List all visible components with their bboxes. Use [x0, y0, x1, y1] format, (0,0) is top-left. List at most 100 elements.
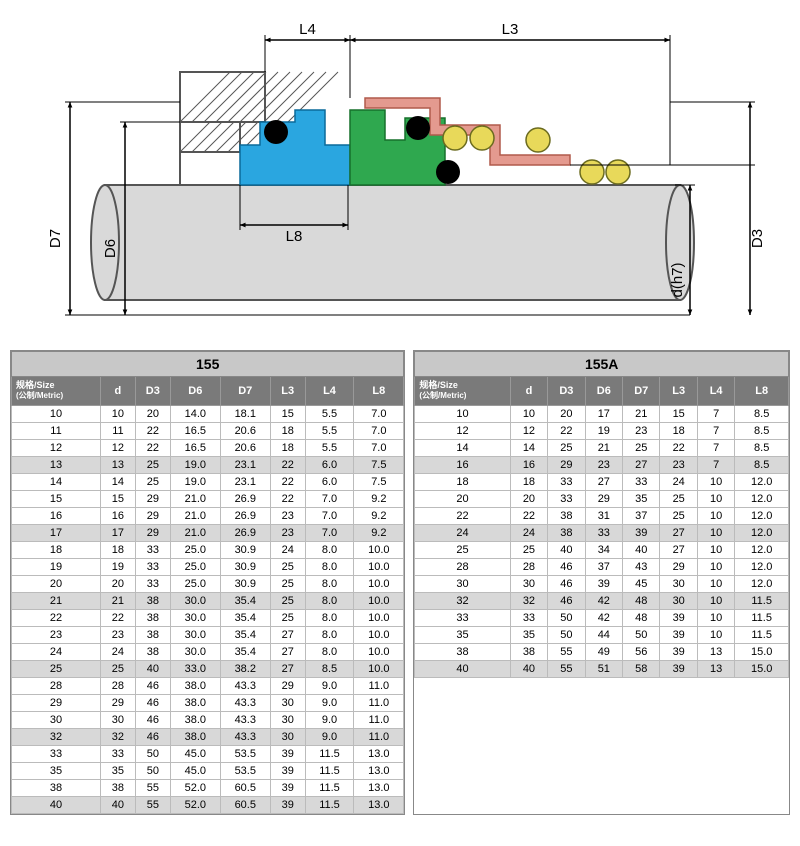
table-cell: 49 — [585, 643, 622, 660]
table-row: 23233830.035.4278.010.0 — [12, 626, 404, 643]
table-cell: 29 — [135, 507, 170, 524]
table-cell: 27 — [585, 473, 622, 490]
table-cell: 17 — [100, 524, 135, 541]
table-cell: 29 — [660, 558, 697, 575]
table-row: 3333504248391011.5 — [415, 609, 789, 626]
table-cell: 13 — [697, 643, 734, 660]
table-cell: 10 — [510, 405, 547, 422]
table-cell: 9.0 — [305, 694, 354, 711]
table-row: 35355045.053.53911.513.0 — [12, 762, 404, 779]
table-cell: 52.0 — [170, 779, 220, 796]
table-cell: 30 — [660, 592, 697, 609]
table-cell: 24 — [12, 643, 101, 660]
table-cell: 8.5 — [305, 660, 354, 677]
table-cell: 42 — [585, 592, 622, 609]
col-header: L3 — [660, 377, 697, 406]
table-cell: 31 — [585, 507, 622, 524]
table-cell: 32 — [12, 728, 101, 745]
table-cell: 45.0 — [170, 762, 220, 779]
table-cell: 60.5 — [220, 796, 270, 813]
table-cell: 30 — [270, 711, 305, 728]
table-row: 28284638.043.3299.011.0 — [12, 677, 404, 694]
table-cell: 9.2 — [354, 490, 404, 507]
table-cell: 9.2 — [354, 507, 404, 524]
table-row: 1818332733241012.0 — [415, 473, 789, 490]
col-header: L4 — [697, 377, 734, 406]
table-cell: 45 — [623, 575, 660, 592]
table-cell: 55 — [135, 796, 170, 813]
table-cell: 8.0 — [305, 609, 354, 626]
table-cell: 10.0 — [354, 643, 404, 660]
table-cell: 33 — [548, 473, 585, 490]
table-cell: 21.0 — [170, 490, 220, 507]
table-cell: 10 — [697, 473, 734, 490]
table-cell: 25 — [660, 490, 697, 507]
table-cell: 19 — [100, 558, 135, 575]
table-cell: 35 — [415, 626, 510, 643]
table-cell: 33 — [12, 745, 101, 762]
table-cell: 50 — [623, 626, 660, 643]
table-row: 3838554956391315.0 — [415, 643, 789, 660]
table-cell: 21.0 — [170, 524, 220, 541]
table-cell: 10 — [697, 490, 734, 507]
table-row: 4040555158391315.0 — [415, 660, 789, 677]
table-cell: 12 — [510, 422, 547, 439]
table-cell: 39 — [660, 609, 697, 626]
table-cell: 11.5 — [305, 779, 354, 796]
table-cell: 11.0 — [354, 711, 404, 728]
table-cell: 33 — [585, 524, 622, 541]
table-cell: 51 — [585, 660, 622, 677]
table-cell: 25 — [270, 609, 305, 626]
table-cell: 38.0 — [170, 677, 220, 694]
table-cell: 15 — [270, 405, 305, 422]
table-cell: 22 — [12, 609, 101, 626]
table-cell: 39 — [270, 779, 305, 796]
table-cell: 6.0 — [305, 456, 354, 473]
table-cell: 20 — [135, 405, 170, 422]
seal-cross-section-diagram: L4L3L8D7D6d(h7)D3 — [10, 10, 770, 330]
table-cell: 8.0 — [305, 575, 354, 592]
table-cell: 12 — [100, 439, 135, 456]
table-cell: 25 — [548, 439, 585, 456]
table-cell: 26.9 — [220, 490, 270, 507]
table-cell: 18.1 — [220, 405, 270, 422]
table-cell: 27 — [660, 541, 697, 558]
table-row: 14142519.023.1226.07.5 — [12, 473, 404, 490]
table-row: 3232464248301011.5 — [415, 592, 789, 609]
table-cell: 8.0 — [305, 643, 354, 660]
table-cell: 25.0 — [170, 558, 220, 575]
table-cell: 48 — [623, 592, 660, 609]
table-cell: 40 — [548, 541, 585, 558]
table-row: 33335045.053.53911.513.0 — [12, 745, 404, 762]
table-cell: 8.5 — [735, 422, 789, 439]
col-header: L4 — [305, 377, 354, 406]
table-cell: 11.5 — [735, 609, 789, 626]
table-cell: 10 — [697, 609, 734, 626]
table-row: 16162921.026.9237.09.2 — [12, 507, 404, 524]
table-cell: 38 — [135, 626, 170, 643]
table-title: 155 — [12, 352, 404, 377]
table-cell: 24 — [660, 473, 697, 490]
table-cell: 39 — [270, 745, 305, 762]
table-cell: 33 — [510, 609, 547, 626]
table-cell: 12 — [12, 439, 101, 456]
table-cell: 25 — [12, 660, 101, 677]
table-cell: 7.0 — [305, 507, 354, 524]
table-cell: 8.0 — [305, 558, 354, 575]
table-cell: 20 — [415, 490, 510, 507]
table-cell: 38.0 — [170, 728, 220, 745]
table-row: 24243830.035.4278.010.0 — [12, 643, 404, 660]
table-cell: 13.0 — [354, 745, 404, 762]
table-cell: 33 — [135, 558, 170, 575]
table-cell: 25 — [100, 660, 135, 677]
table-cell: 22 — [270, 473, 305, 490]
table-cell: 13 — [697, 660, 734, 677]
table-cell: 38 — [415, 643, 510, 660]
table-cell: 25 — [135, 456, 170, 473]
table-cell: 39 — [585, 575, 622, 592]
table-cell: 10 — [697, 558, 734, 575]
table-cell: 53.5 — [220, 745, 270, 762]
table-cell: 32 — [100, 728, 135, 745]
table-cell: 40 — [100, 796, 135, 813]
table-cell: 25 — [135, 473, 170, 490]
